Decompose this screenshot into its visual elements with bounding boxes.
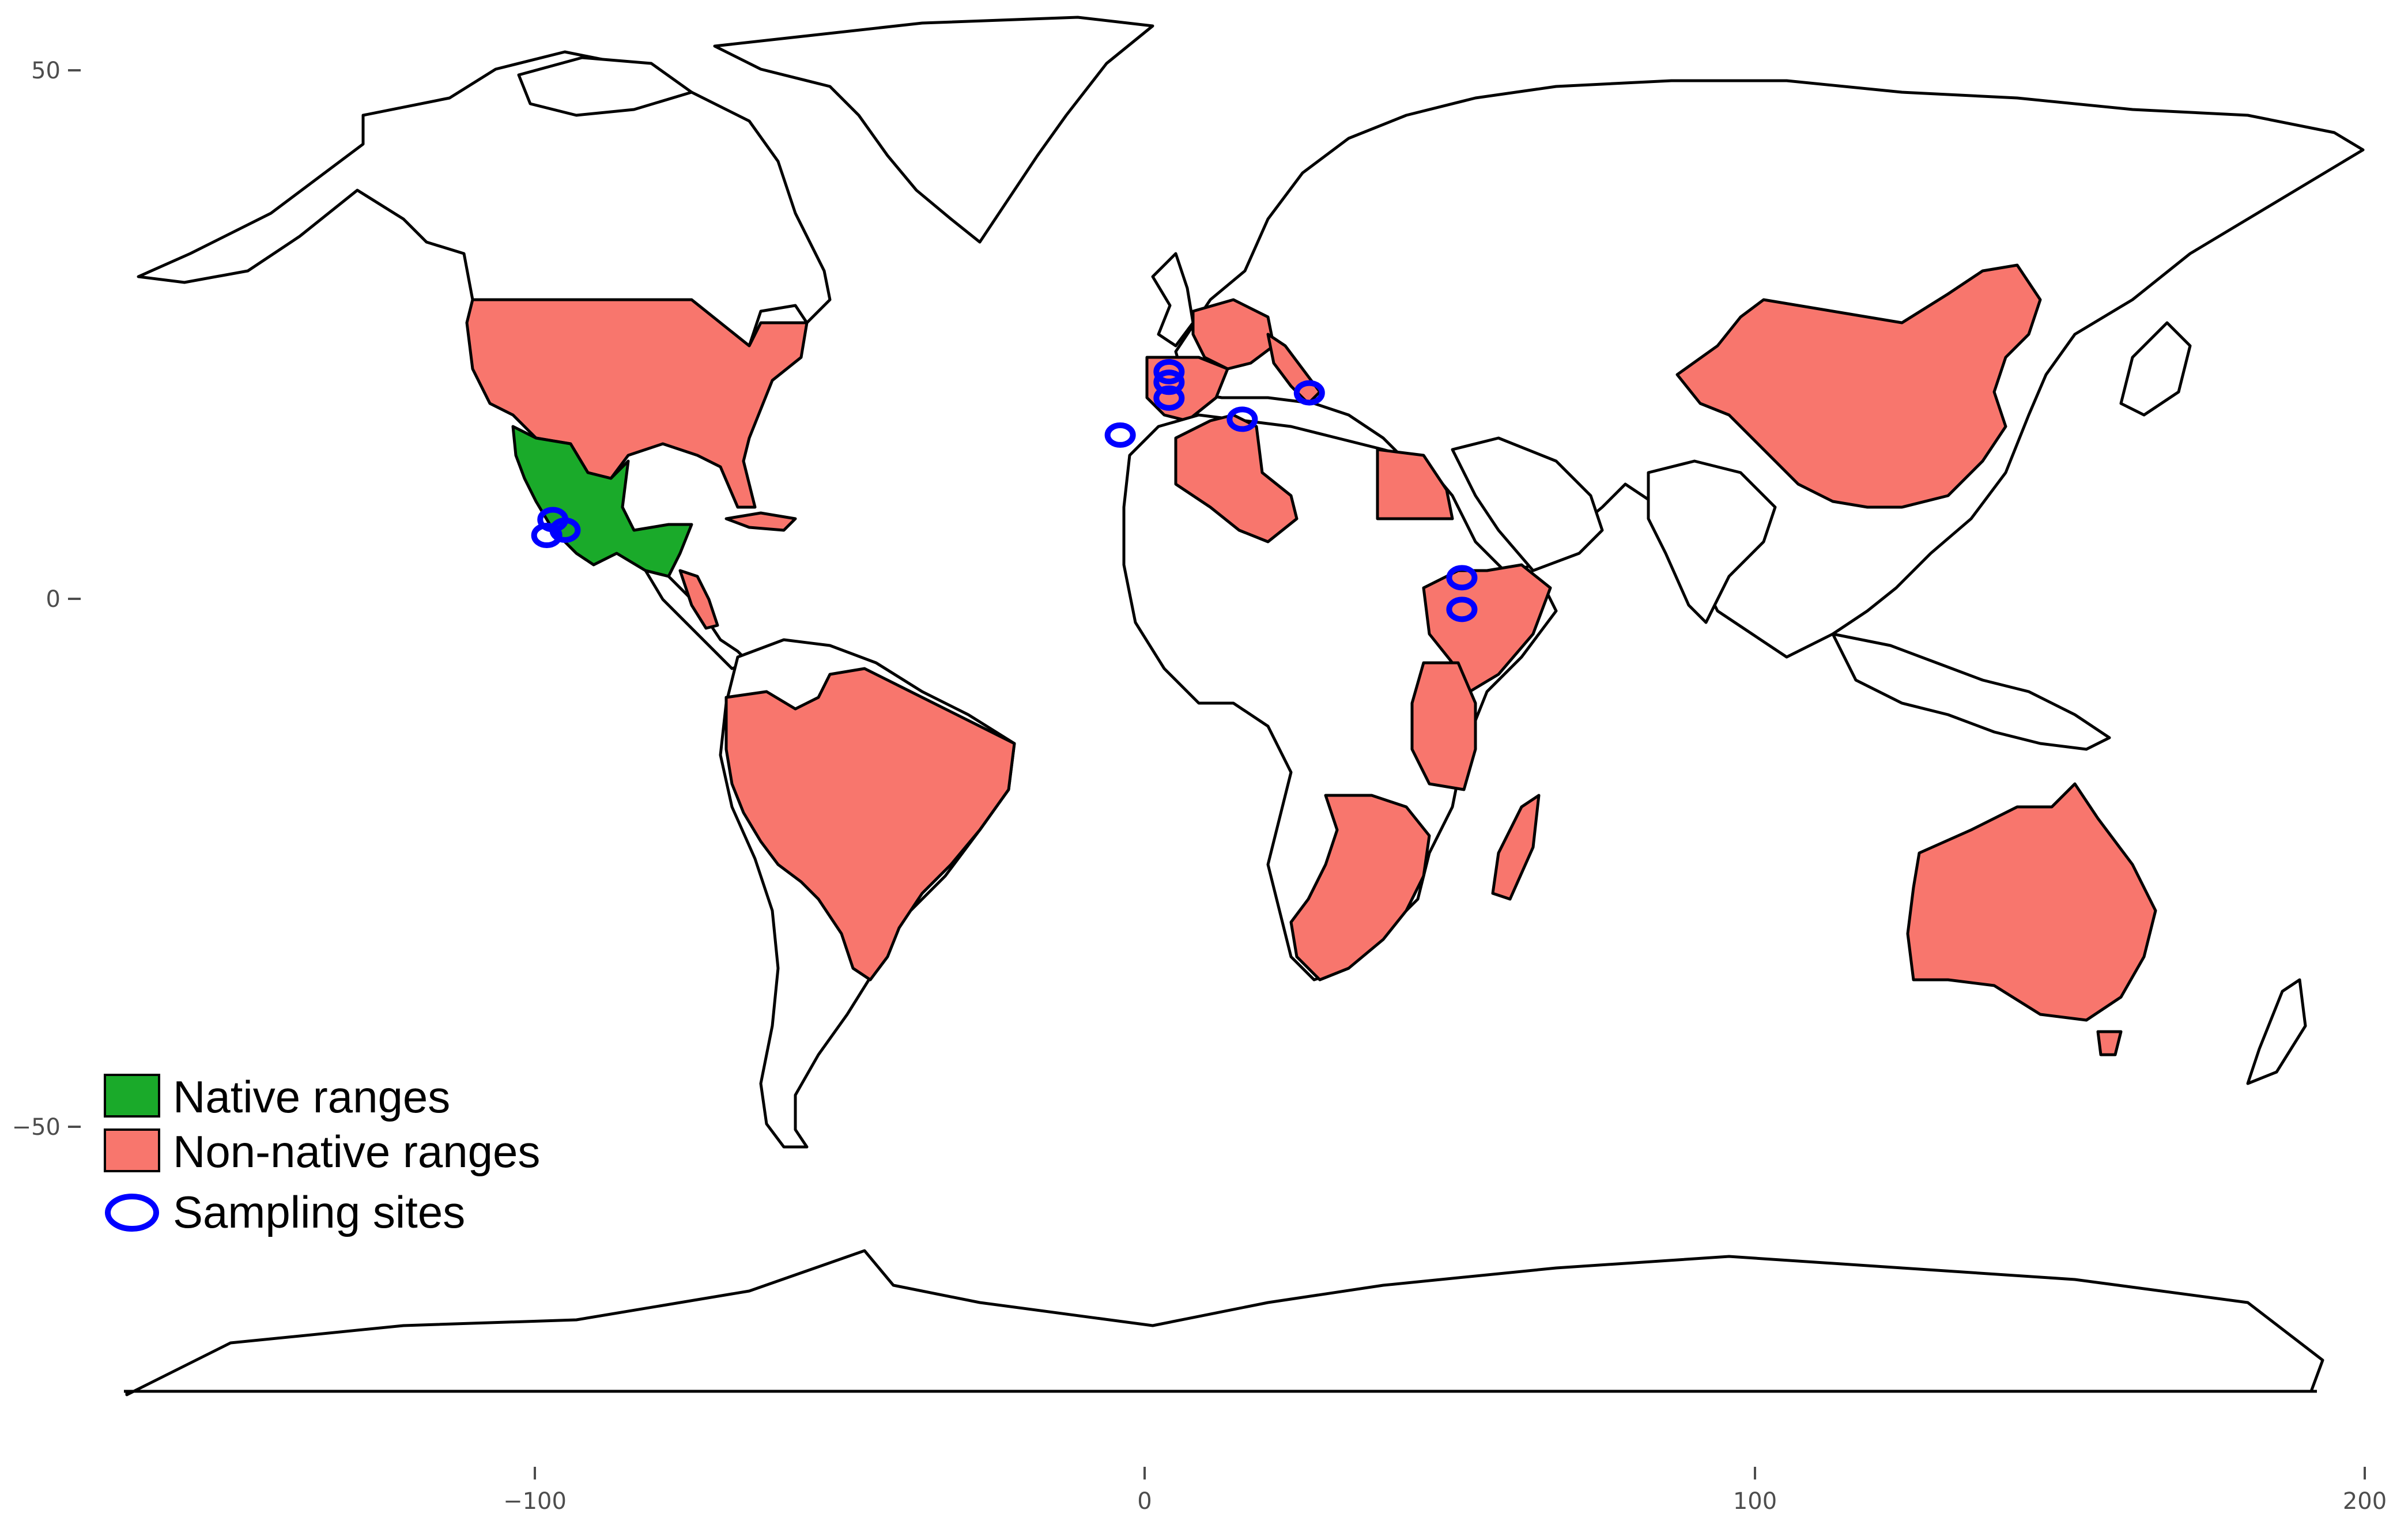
- italy: [1266, 333, 1322, 405]
- southern-africa: [1289, 794, 1431, 982]
- y-tick-label: 0: [46, 586, 61, 613]
- tasmania: [2096, 1030, 2123, 1056]
- x-tick-label: −100: [503, 1488, 567, 1515]
- kenya-tanzania: [1410, 661, 1477, 791]
- sampling-site-marker: [531, 523, 563, 549]
- new-zealand: [2246, 978, 2307, 1085]
- legend-nonnative-label: Non-native ranges: [173, 1126, 540, 1177]
- india: [1647, 459, 1777, 624]
- sampling-site-marker: [1104, 422, 1136, 448]
- antarctica: [125, 1249, 2324, 1396]
- sampling-site-marker: [1153, 369, 1185, 395]
- y-axis: 50 0 −50: [12, 58, 81, 1141]
- sampling-site-marker: [1446, 597, 1478, 622]
- y-tick-label: −50: [12, 1114, 61, 1141]
- x-tick-label: 100: [1733, 1488, 1777, 1515]
- y-tick-label: 50: [31, 58, 61, 84]
- africa: [1122, 413, 1558, 982]
- australia: [1906, 782, 2157, 1022]
- southeast-asia-islands: [1831, 632, 2111, 751]
- sampling-site-marker: [1293, 380, 1325, 406]
- x-tick-label: 0: [1137, 1488, 1152, 1515]
- sampling-sites: [531, 358, 1478, 622]
- greenland: [713, 16, 1154, 244]
- x-axis: −100 0 100 200: [503, 1467, 2387, 1515]
- x-tick-label: 200: [2343, 1488, 2387, 1515]
- sampling-site-marker: [1153, 385, 1185, 411]
- legend: Native ranges Non-native ranges Sampling…: [104, 1071, 540, 1237]
- north-america-north: [137, 50, 832, 348]
- landmasses: [124, 16, 2365, 1396]
- legend-sites-symbol: [105, 1194, 159, 1232]
- madagascar: [1491, 794, 1541, 901]
- legend-nonnative-swatch: [104, 1128, 160, 1172]
- british-isles: [1151, 252, 1195, 348]
- legend-native-swatch: [104, 1074, 160, 1118]
- central-america-nonnative: [678, 569, 719, 630]
- sampling-site-marker: [1153, 358, 1185, 384]
- egypt: [1376, 448, 1454, 520]
- ethiopia-somalia: [1422, 563, 1552, 693]
- sampling-site-marker: [1226, 406, 1258, 432]
- arabia: [1451, 436, 1604, 572]
- china: [1675, 263, 2042, 509]
- usa: [465, 298, 809, 509]
- cuba: [724, 511, 797, 532]
- sampling-site-marker: [1446, 565, 1478, 591]
- sampling-site-marker: [549, 517, 581, 543]
- south-america-nonnative: [724, 667, 1016, 982]
- arctic-islands: [517, 56, 693, 117]
- japan: [2119, 321, 2192, 417]
- legend-native-label: Native ranges: [173, 1071, 450, 1122]
- france: [1191, 298, 1275, 371]
- legend-sites-label: Sampling sites: [173, 1187, 465, 1237]
